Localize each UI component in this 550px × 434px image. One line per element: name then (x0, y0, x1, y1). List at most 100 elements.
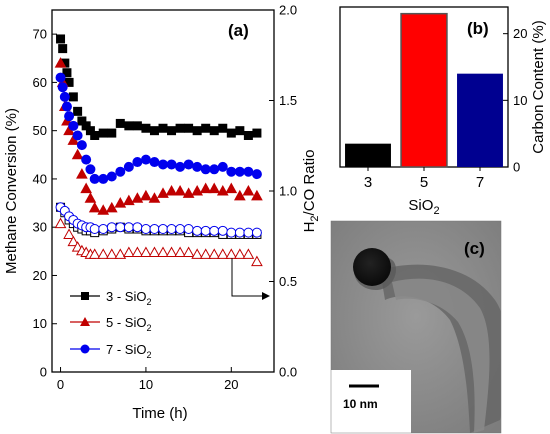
series-1-point-8 (80, 182, 93, 194)
panel-a-ticks: 0 10 20 30 40 50 60 70 0.0 0.5 1.0 1.5 2.0 0 10 20 (33, 3, 298, 393)
legend-marker-3 (81, 292, 89, 300)
series-1-point-24 (208, 182, 221, 194)
series-4-point-15 (157, 246, 169, 258)
series-4-point-14 (148, 246, 161, 258)
series-0-point-19 (167, 126, 177, 136)
series-1 (54, 57, 263, 215)
series-4-point-10 (114, 248, 127, 259)
y-tick-label-5: 50 (33, 123, 47, 138)
panel-a-chart: 0 10 20 30 40 50 60 70 0.0 0.5 1.0 1.5 2.0 0 10 20 Time… (3, 3, 321, 423)
series-2 (55, 72, 262, 184)
series-1-point-10 (88, 201, 101, 213)
series-2-point-27 (234, 166, 245, 177)
series-2-point-24 (209, 164, 220, 175)
y2-tick-label-3: 1.5 (279, 93, 297, 108)
bar-7 (457, 73, 503, 167)
series-1-point-27 (233, 189, 246, 201)
y2-tick-label-0: 0.0 (279, 365, 297, 380)
series-5-point-17 (166, 224, 177, 235)
panel-b-ticks: 3 5 7 0 10 20 (364, 26, 528, 191)
series-2-point-16 (140, 154, 151, 165)
series-1-point-12 (105, 201, 118, 213)
series-2-point-13 (115, 166, 126, 177)
panel-a-y2-axis-label: H2/CO Ratio (301, 150, 321, 233)
series-5-point-8 (89, 224, 100, 235)
series-4-point-24 (233, 248, 246, 259)
series-0-point-5 (68, 92, 78, 102)
series-4-point-13 (140, 246, 152, 258)
series-0-point-1 (58, 44, 68, 54)
series-1-point-18 (157, 187, 169, 198)
series-2-point-26 (226, 166, 237, 177)
series-0-point-6 (73, 106, 83, 116)
legend-marker-7 (80, 344, 90, 354)
series-2-point-28 (243, 166, 254, 177)
series-5-point-11 (115, 222, 126, 233)
series-2-point-17 (149, 157, 160, 168)
y2-tick-label-1: 0.5 (279, 274, 297, 289)
right-axis-arrowhead (262, 292, 270, 300)
series-4-point-18 (182, 246, 195, 258)
panel-a-x-axis-label: Time (h) (132, 405, 187, 422)
panel-b-chart: 3 5 7 0 10 20 SiO2 Carbon Content (%) (b) (339, 6, 547, 217)
series-1-point-7 (76, 168, 88, 179)
scale-bar-label: 10 nm (343, 397, 378, 411)
b-y-tick-label-2: 20 (513, 26, 527, 41)
x-tick-label-2: 20 (224, 377, 238, 392)
series-4-point-26 (251, 255, 263, 267)
series-4-point-23 (225, 248, 238, 259)
bar-3 (345, 143, 391, 167)
panel-a-data-points (54, 34, 263, 267)
y2-tick-label-2: 1.0 (279, 184, 297, 199)
panel-a-label: (a) (228, 21, 249, 40)
legend-entry-3: 3 - SiO2 (70, 289, 151, 307)
series-2-point-1 (57, 82, 68, 93)
series-4 (54, 217, 263, 267)
series-2-point-12 (106, 171, 117, 182)
series-4-point-17 (174, 246, 186, 258)
series-1-point-23 (199, 182, 212, 194)
series-0-point-15 (132, 121, 142, 131)
series-0-point-26 (226, 128, 236, 138)
series-2-point-29 (251, 169, 262, 180)
panel-a-legend: 3 - SiO2 5 - SiO2 7 - SiO2 (70, 289, 151, 360)
series-4-point-7 (88, 248, 101, 259)
legend-entry-7: 7 - SiO2 (70, 342, 151, 360)
series-5-point-10 (106, 222, 117, 233)
series-4-point-11 (122, 246, 135, 258)
series-1-point-15 (131, 192, 144, 203)
series-5-point-19 (183, 224, 194, 235)
series-2-point-19 (166, 159, 177, 170)
series-2-point-22 (192, 161, 203, 172)
b-x-tick-label-0: 3 (364, 174, 372, 191)
series-4-point-0 (54, 217, 67, 229)
panel-b-bars (345, 12, 503, 168)
series-5-point-14 (140, 224, 151, 235)
series-0-point-12 (107, 128, 117, 138)
panel-b-y-axis-label: Carbon Content (%) (530, 20, 547, 153)
series-5-point-23 (217, 225, 228, 236)
series-2-point-10 (89, 173, 100, 184)
series-5-point-20 (192, 225, 203, 236)
series-1-point-9 (84, 192, 97, 203)
series-2-point-20 (175, 161, 186, 172)
b-x-tick-label-1: 5 (420, 174, 428, 191)
series-2-point-7 (76, 140, 87, 151)
series-5-point-24 (226, 227, 237, 238)
series-2-point-23 (200, 164, 211, 175)
series-0-point-17 (149, 126, 159, 136)
y-tick-label-0: 0 (40, 365, 47, 380)
series-0-point-21 (184, 123, 194, 133)
b-y-tick-label-0: 0 (513, 160, 520, 175)
series-2-point-14 (123, 161, 134, 172)
y-tick-label-3: 30 (33, 220, 47, 235)
series-1-point-0 (54, 57, 67, 68)
series-4-point-2 (67, 235, 80, 247)
x-tick-label-1: 10 (139, 377, 153, 392)
series-0-point-22 (192, 126, 202, 136)
series-5-point-25 (234, 227, 245, 238)
series-5-point-9 (98, 224, 109, 235)
series-4-point-8 (97, 248, 110, 259)
series-5-point-27 (251, 227, 262, 238)
